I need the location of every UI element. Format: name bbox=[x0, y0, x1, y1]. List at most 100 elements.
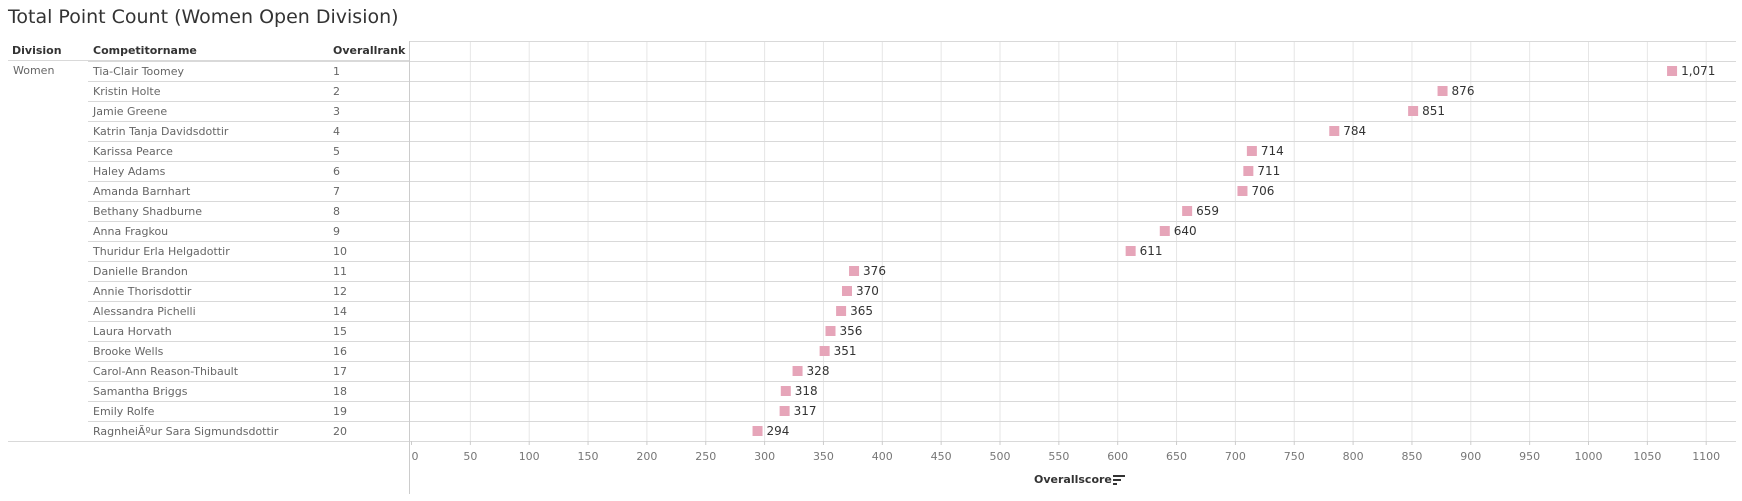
data-label: 876 bbox=[1452, 84, 1475, 98]
rank-value: 20 bbox=[333, 425, 347, 438]
rank-value: 18 bbox=[333, 385, 347, 398]
data-point[interactable] bbox=[779, 406, 790, 416]
x-tick-label: 600 bbox=[1107, 450, 1128, 463]
competitor-name: Katrin Tanja Davidsdottir bbox=[93, 125, 229, 138]
data-point[interactable] bbox=[1246, 146, 1257, 156]
data-point[interactable] bbox=[1243, 166, 1254, 176]
rank-value: 2 bbox=[333, 85, 340, 98]
competitor-name: Amanda Barnhart bbox=[93, 185, 191, 198]
rank-value: 7 bbox=[333, 185, 340, 198]
rank-value: 10 bbox=[333, 245, 347, 258]
data-label: 365 bbox=[850, 304, 873, 318]
competitor-name: Bethany Shadburne bbox=[93, 205, 202, 218]
competitor-name: Laura Horvath bbox=[93, 325, 172, 338]
data-label: 317 bbox=[794, 404, 817, 418]
data-label: 351 bbox=[834, 344, 857, 358]
data-point[interactable] bbox=[825, 326, 836, 336]
x-axis-label: Overallscore bbox=[1034, 473, 1112, 486]
data-label: 640 bbox=[1174, 224, 1197, 238]
competitor-name: Danielle Brandon bbox=[93, 265, 188, 278]
rank-value: 4 bbox=[333, 125, 340, 138]
competitor-name: Samantha Briggs bbox=[93, 385, 188, 398]
data-point[interactable] bbox=[1125, 246, 1136, 256]
competitor-name: Emily Rolfe bbox=[93, 405, 155, 418]
data-label: 370 bbox=[856, 284, 879, 298]
data-point[interactable] bbox=[836, 306, 847, 316]
competitor-name: RagnheiÃºur Sara Sigmundsdottir bbox=[93, 425, 279, 438]
data-point[interactable] bbox=[849, 266, 860, 276]
chart-title: Total Point Count (Women Open Division) bbox=[8, 6, 399, 28]
data-point[interactable] bbox=[1329, 126, 1340, 136]
data-point[interactable] bbox=[1182, 206, 1193, 216]
data-label: 356 bbox=[840, 324, 863, 338]
rank-value: 9 bbox=[333, 225, 340, 238]
x-tick-label: 950 bbox=[1519, 450, 1540, 463]
x-tick-label: 1100 bbox=[1692, 450, 1720, 463]
data-label: 294 bbox=[767, 424, 790, 438]
data-label: 706 bbox=[1251, 184, 1274, 198]
data-label: 328 bbox=[807, 364, 830, 378]
x-tick-label: 450 bbox=[931, 450, 952, 463]
competitor-name: Karissa Pearce bbox=[93, 145, 173, 158]
data-point[interactable] bbox=[819, 346, 830, 356]
data-point[interactable] bbox=[1159, 226, 1170, 236]
data-point[interactable] bbox=[1408, 106, 1419, 116]
x-tick-label: 650 bbox=[1166, 450, 1187, 463]
data-label: 611 bbox=[1140, 244, 1163, 258]
rank-value: 17 bbox=[333, 365, 347, 378]
rank-value: 6 bbox=[333, 165, 340, 178]
competitor-name: Haley Adams bbox=[93, 165, 166, 178]
competitor-name: Annie Thorisdottir bbox=[93, 285, 192, 298]
data-point[interactable] bbox=[792, 366, 803, 376]
data-label: 659 bbox=[1196, 204, 1219, 218]
data-label: 318 bbox=[795, 384, 818, 398]
data-label: 1,071 bbox=[1681, 64, 1715, 78]
data-point[interactable] bbox=[841, 286, 852, 296]
x-tick-label: 1000 bbox=[1575, 450, 1603, 463]
rank-value: 8 bbox=[333, 205, 340, 218]
x-tick-label: 200 bbox=[636, 450, 657, 463]
rank-value: 16 bbox=[333, 345, 347, 358]
data-label: 376 bbox=[863, 264, 886, 278]
x-tick-label: 0 bbox=[412, 450, 419, 463]
sort-icon[interactable] bbox=[1113, 474, 1125, 485]
data-point[interactable] bbox=[1237, 186, 1248, 196]
competitor-name: Carol-Ann Reason-Thibault bbox=[93, 365, 239, 378]
rank-value: 19 bbox=[333, 405, 347, 418]
header-overall-rank[interactable]: Overallrank bbox=[333, 44, 406, 57]
x-tick-label: 50 bbox=[463, 450, 477, 463]
x-tick-label: 850 bbox=[1401, 450, 1422, 463]
data-point[interactable] bbox=[752, 426, 763, 436]
x-tick-label: 1050 bbox=[1633, 450, 1661, 463]
x-tick-label: 900 bbox=[1460, 450, 1481, 463]
data-point[interactable] bbox=[1437, 86, 1448, 96]
x-tick-label: 350 bbox=[813, 450, 834, 463]
rank-value: 12 bbox=[333, 285, 347, 298]
competitor-name: Kristin Holte bbox=[93, 85, 161, 98]
header-division[interactable]: Division bbox=[12, 44, 62, 57]
x-tick-label: 550 bbox=[1048, 450, 1069, 463]
competitor-name: Jamie Greene bbox=[92, 105, 167, 118]
x-tick-label: 700 bbox=[1225, 450, 1246, 463]
rank-value: 11 bbox=[333, 265, 347, 278]
x-tick-label: 500 bbox=[990, 450, 1011, 463]
x-tick-label: 400 bbox=[872, 450, 893, 463]
data-label: 851 bbox=[1422, 104, 1445, 118]
data-point[interactable] bbox=[1667, 66, 1678, 76]
competitor-name: Tia-Clair Toomey bbox=[92, 65, 184, 78]
competitor-name: Anna Fragkou bbox=[93, 225, 168, 238]
division-label: Women bbox=[13, 64, 54, 77]
header-competitor-name[interactable]: Competitorname bbox=[93, 44, 197, 57]
rank-value: 3 bbox=[333, 105, 340, 118]
x-tick-label: 300 bbox=[754, 450, 775, 463]
rank-value: 15 bbox=[333, 325, 347, 338]
data-point[interactable] bbox=[780, 386, 791, 396]
rank-value: 1 bbox=[333, 65, 340, 78]
x-tick-label: 150 bbox=[578, 450, 599, 463]
rank-value: 14 bbox=[333, 305, 347, 318]
rank-value: 5 bbox=[333, 145, 340, 158]
x-tick-label: 100 bbox=[519, 450, 540, 463]
competitor-name: Alessandra Pichelli bbox=[93, 305, 196, 318]
x-tick-label: 750 bbox=[1284, 450, 1305, 463]
